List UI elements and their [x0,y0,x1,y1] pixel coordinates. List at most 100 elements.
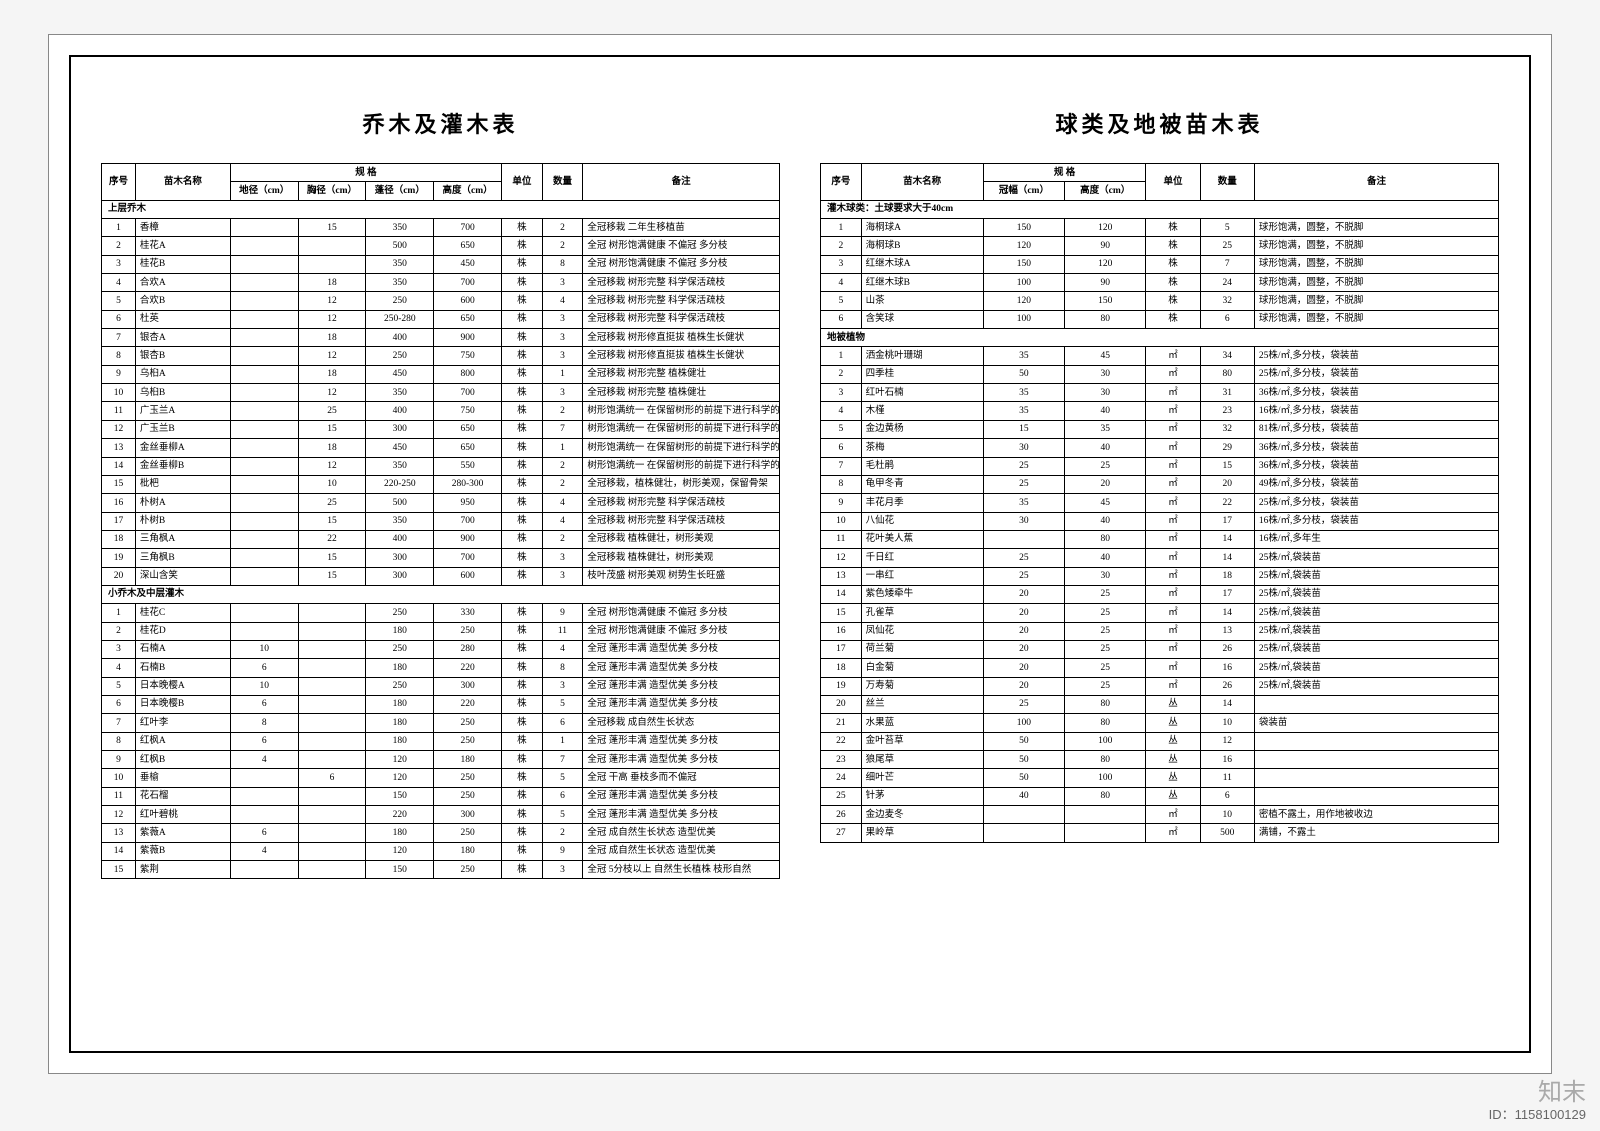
table-row: 4木槿3540㎡2316株/㎡,多分枝，袋装苗 [821,402,1499,420]
table-row: 2海桐球B12090株25球形饱满，圆整，不脱脚 [821,237,1499,255]
table-row: 19三角枫B15300700株3全冠移栽 植株健壮，树形美观 [102,549,780,567]
th-name: 苗木名称 [861,164,983,201]
table-row: 16凤仙花2025㎡1325株/㎡,袋装苗 [821,622,1499,640]
right-thead: 序号 苗木名称 规 格 单位 数量 备注 冠幅（cm） 高度（cm） [821,164,1499,201]
table-row: 5合欢B12250600株4全冠移栽 树形完整 科学保活疏枝 [102,292,780,310]
table-row: 20深山含笑15300600株3枝叶茂盛 树形美观 树势生长旺盛 [102,567,780,585]
th-seq: 序号 [102,164,136,201]
table-row: 14紫薇B4120180株9全冠 成自然生长状态 造型优美 [102,842,780,860]
section-row: 地被植物 [821,329,1499,347]
table-row: 6日本晚樱B6180220株5全冠 蓬形丰满 造型优美 多分枝 [102,695,780,713]
table-row: 10垂榆6120250株5全冠 干高 垂枝多而不偏冠 [102,769,780,787]
table-row: 8龟甲冬青2520㎡2049株/㎡,多分枝，袋装苗 [821,475,1499,493]
th-sub: 高度（cm） [1065,182,1146,200]
table-row: 4石楠B6180220株8全冠 蓬形丰满 造型优美 多分枝 [102,659,780,677]
table-row: 26金边麦冬㎡10密植不露土，用作地被收边 [821,806,1499,824]
section-row: 上层乔木 [102,200,780,218]
table-row: 18三角枫A22400900株2全冠移栽 植株健壮，树形美观 [102,530,780,548]
table-row: 18白金菊2025㎡1625株/㎡,袋装苗 [821,659,1499,677]
section-row: 小乔木及中层灌木 [102,585,780,603]
th-sub: 地径（cm） [230,182,298,200]
th-qty: 数量 [542,164,583,201]
table-row: 24细叶芒50100丛11 [821,769,1499,787]
table-row: 2四季桂5030㎡8025株/㎡,多分枝，袋装苗 [821,365,1499,383]
table-row: 20丝兰2580丛14 [821,695,1499,713]
table-row: 9红枫B4120180株7全冠 蓬形丰满 造型优美 多分枝 [102,751,780,769]
page-outer: 乔木及灌木表 序号 苗木名称 规 格 单位 数量 [48,34,1552,1074]
left-tbody: 上层乔木1香樟15350700株2全冠移栽 二年生移植苗2桂花A500650株2… [102,200,780,879]
table-row: 1桂花C250330株9全冠 树形饱满健康 不偏冠 多分枝 [102,604,780,622]
id-footer: ID：1158100129 [1489,1104,1586,1123]
th-qty: 数量 [1200,164,1254,201]
table-row: 2桂花A500650株2全冠 树形饱满健康 不偏冠 多分枝 [102,237,780,255]
table-row: 10乌桕B12350700株3全冠移栽 树形完整 植株健壮 [102,384,780,402]
table-row: 3红继木球A150120株7球形饱满，圆整，不脱脚 [821,255,1499,273]
table-row: 17荷兰菊2025㎡2625株/㎡,袋装苗 [821,640,1499,658]
table-row: 13紫薇A6180250株2全冠 成自然生长状态 造型优美 [102,824,780,842]
right-table: 序号 苗木名称 规 格 单位 数量 备注 冠幅（cm） 高度（cm） 灌木球类：… [820,163,1499,843]
table-row: 12广玉兰B15300650株7树形饱满统一 在保留树形的前提下进行科学的疏枝 [102,420,780,438]
table-row: 17朴树B15350700株4全冠移栽 树形完整 科学保活疏枝 [102,512,780,530]
table-row: 11广玉兰A25400750株2树形饱满统一 在保留树形的前提下进行科学的疏枝 [102,402,780,420]
table-row: 22金叶苔草50100丛12 [821,732,1499,750]
table-row: 12红叶碧桃220300株5全冠 蓬形丰满 造型优美 多分枝 [102,806,780,824]
right-column: 球类及地被苗木表 序号 苗木名称 规 格 单位 数量 [820,107,1499,1021]
th-spec: 规 格 [230,164,501,182]
table-row: 4红继木球B10090株24球形饱满，圆整，不脱脚 [821,274,1499,292]
brand-watermark: 知末 [1538,1072,1586,1107]
table-row: 7红叶李8180250株6全冠移栽 成自然生长状态 [102,714,780,732]
table-row: 14金丝垂柳B12350550株2树形饱满统一 在保留树形的前提下进行科学的疏枝 [102,457,780,475]
th-remark: 备注 [583,164,780,201]
table-row: 6茶梅3040㎡2936株/㎡,多分枝，袋装苗 [821,439,1499,457]
table-row: 1香樟15350700株2全冠移栽 二年生移植苗 [102,219,780,237]
table-row: 4合欢A18350700株3全冠移栽 树形完整 科学保活疏枝 [102,274,780,292]
table-row: 6杜英12250-280650株3全冠移栽 树形完整 科学保活疏枝 [102,310,780,328]
table-row: 13一串红2530㎡1825株/㎡,袋装苗 [821,567,1499,585]
table-row: 5日本晚樱A10250300株3全冠 蓬形丰满 造型优美 多分枝 [102,677,780,695]
table-row: 12千日红2540㎡1425株/㎡,袋装苗 [821,549,1499,567]
table-row: 13金丝垂柳A18450650株1树形饱满统一 在保留树形的前提下进行科学的疏枝 [102,439,780,457]
left-thead: 序号 苗木名称 规 格 单位 数量 备注 地径（cm） 胸径（cm） 蓬径（cm… [102,164,780,201]
section-row: 灌木球类：土球要求大于40cm [821,200,1499,218]
table-row: 1洒金桃叶珊瑚3545㎡3425株/㎡,多分枝，袋装苗 [821,347,1499,365]
table-row: 21水果蓝10080丛10袋装苗 [821,714,1499,732]
table-row: 3石楠A10250280株4全冠 蓬形丰满 造型优美 多分枝 [102,640,780,658]
table-row: 8银杏B12250750株3全冠移栽 树形修直挺拔 植株生长健状 [102,347,780,365]
th-sub: 高度（cm） [434,182,502,200]
table-row: 8红枫A6180250株1全冠 蓬形丰满 造型优美 多分枝 [102,732,780,750]
table-row: 14紫色矮牵牛2025㎡1725株/㎡,袋装苗 [821,585,1499,603]
table-row: 11花石榴150250株6全冠 蓬形丰满 造型优美 多分枝 [102,787,780,805]
table-row: 5金边黄杨1535㎡3281株/㎡,多分枝，袋装苗 [821,420,1499,438]
table-row: 3桂花B350450株8全冠 树形饱满健康 不偏冠 多分枝 [102,255,780,273]
right-tbody: 灌木球类：土球要求大于40cm1海桐球A150120株5球形饱满，圆整，不脱脚2… [821,200,1499,842]
th-name: 苗木名称 [135,164,230,201]
left-table: 序号 苗木名称 规 格 单位 数量 备注 地径（cm） 胸径（cm） 蓬径（cm… [101,163,780,879]
left-column: 乔木及灌木表 序号 苗木名称 规 格 单位 数量 [101,107,780,1021]
th-sub: 胸径（cm） [298,182,366,200]
left-title: 乔木及灌木表 [101,107,780,139]
table-row: 23狼尾草5080丛16 [821,751,1499,769]
table-row: 1海桐球A150120株5球形饱满，圆整，不脱脚 [821,219,1499,237]
th-spec: 规 格 [983,164,1146,182]
table-row: 6含笑球10080株6球形饱满，圆整，不脱脚 [821,310,1499,328]
table-row: 27果岭草㎡500满铺，不露土 [821,824,1499,842]
th-unit: 单位 [501,164,542,201]
th-remark: 备注 [1254,164,1498,201]
table-row: 7毛杜鹃2525㎡1536株/㎡,多分枝，袋装苗 [821,457,1499,475]
table-row: 11花叶美人蕉80㎡1416株/㎡,多年生 [821,530,1499,548]
th-sub: 冠幅（cm） [983,182,1064,200]
table-row: 19万寿菊2025㎡2625株/㎡,袋装苗 [821,677,1499,695]
table-row: 16朴树A25500950株4全冠移栽 树形完整 科学保活疏枝 [102,494,780,512]
table-row: 2桂花D180250株11全冠 树形饱满健康 不偏冠 多分枝 [102,622,780,640]
table-row: 25针茅4080丛6 [821,787,1499,805]
th-sub: 蓬径（cm） [366,182,434,200]
page-inner: 乔木及灌木表 序号 苗木名称 规 格 单位 数量 [69,55,1531,1053]
content: 乔木及灌木表 序号 苗木名称 规 格 单位 数量 [71,57,1529,1051]
table-row: 15孔雀草2025㎡1425株/㎡,袋装苗 [821,604,1499,622]
th-unit: 单位 [1146,164,1200,201]
table-row: 7银杏A18400900株3全冠移栽 树形修直挺拔 植株生长健状 [102,329,780,347]
right-title: 球类及地被苗木表 [820,107,1499,139]
table-row: 5山茶120150株32球形饱满，圆整，不脱脚 [821,292,1499,310]
table-row: 15枇杷10220-250280-300株2全冠移栽，植株健壮，树形美观，保留骨… [102,475,780,493]
table-row: 15紫荆150250株3全冠 5分枝以上 自然生长植株 枝形自然 [102,861,780,879]
